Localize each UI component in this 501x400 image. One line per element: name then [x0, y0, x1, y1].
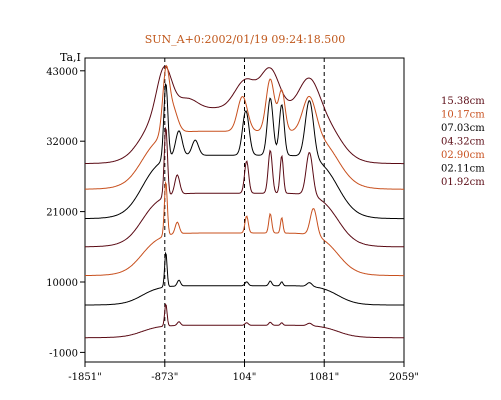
- y-tick-label: 32000: [46, 137, 78, 148]
- y-tick-label: 21000: [46, 208, 78, 219]
- series-line-0: [85, 65, 404, 165]
- legend-entry: 15.38cm: [441, 96, 485, 107]
- x-tick-label: -1851": [68, 372, 101, 383]
- x-ticks: -1851" -873" 104" 1081" 2059": [68, 362, 419, 383]
- series-line-5: [85, 251, 404, 306]
- series-line-2: [85, 82, 404, 220]
- reference-lines: [164, 58, 325, 362]
- series-line-6: [85, 303, 404, 339]
- x-tick-label: 1081": [309, 372, 339, 383]
- legend-entry: 07.03cm: [441, 123, 485, 134]
- chart-title: SUN_A+0:2002/01/19 09:24:18.500: [145, 33, 346, 46]
- series-line-3: [85, 126, 404, 248]
- legend-entry: 10.17cm: [441, 110, 485, 121]
- y-tick-label: -1000: [49, 348, 78, 359]
- legend-entry: 02.11cm: [441, 164, 485, 175]
- legend-entry: 04.32cm: [441, 137, 485, 148]
- y-ticks: 43000 32000 21000 10000 -1000: [46, 67, 85, 359]
- y-tick-label: 43000: [46, 67, 78, 78]
- x-tick-label: -873": [151, 372, 178, 383]
- series-group: [85, 64, 404, 339]
- y-tick-label: 10000: [46, 278, 78, 289]
- x-tick-label: 104": [233, 372, 257, 383]
- x-tick-label: 2059": [389, 372, 419, 383]
- legend-entry: 01.92cm: [441, 177, 485, 188]
- legend-entry: 02.90cm: [441, 150, 485, 161]
- legend: 15.38cm 10.17cm 07.03cm 04.32cm 02.90cm 02.11…: [441, 96, 485, 188]
- y-axis-label: Ta,I: [60, 51, 81, 64]
- series-line-4: [85, 180, 404, 277]
- series-line-1: [85, 64, 404, 190]
